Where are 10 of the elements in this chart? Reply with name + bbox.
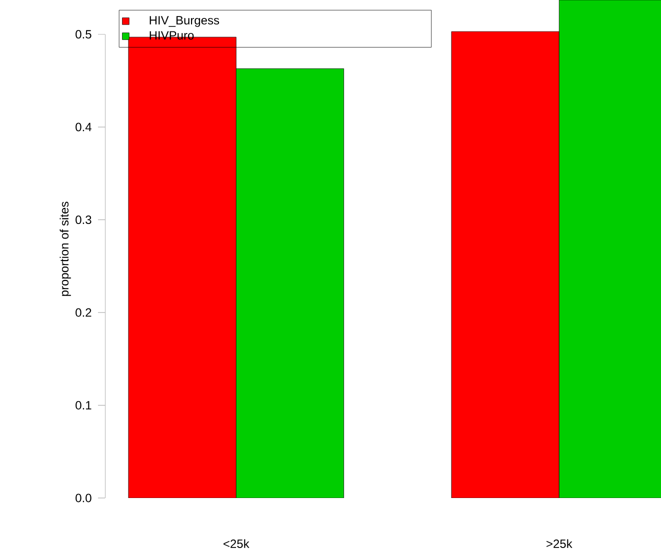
y-axis-title: proportion of sites [60, 202, 71, 296]
x-tick-label: <25k [224, 539, 250, 548]
y-tick-label: 0.5 [76, 30, 92, 39]
x-tick-label: >25k [546, 539, 572, 548]
y-tick-label: 0.2 [76, 308, 92, 317]
y-tick-label: 0.3 [76, 216, 92, 224]
y-tick-label: 0.4 [76, 122, 92, 132]
y-tick-label: 0.1 [76, 401, 92, 410]
y-tick-label: 0.0 [76, 494, 92, 502]
legend-label: HIV_Burgess [150, 16, 220, 27]
